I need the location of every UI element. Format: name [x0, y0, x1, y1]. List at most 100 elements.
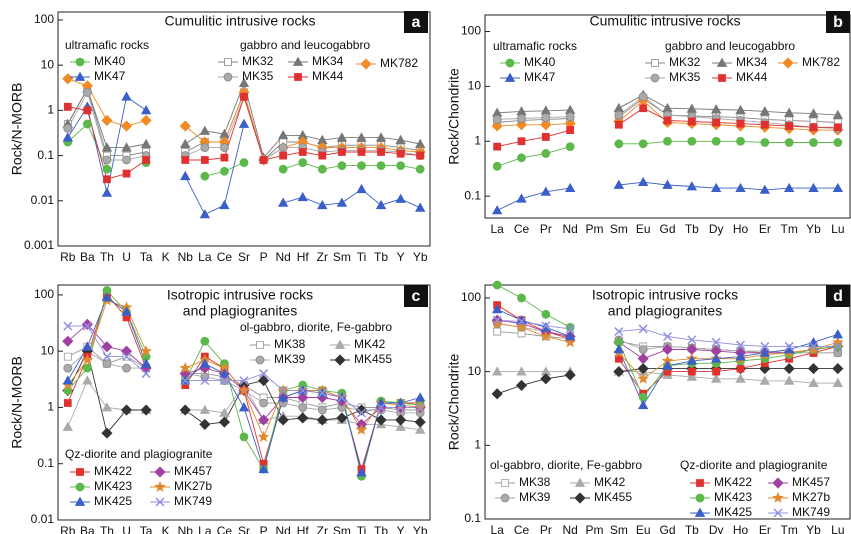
- data-point: [614, 120, 623, 129]
- data-point: [82, 363, 92, 373]
- data-point: [279, 151, 288, 160]
- data-point: [491, 205, 503, 215]
- data-point: [140, 114, 152, 126]
- data-point: [687, 117, 696, 126]
- data-point: [395, 193, 406, 203]
- data-point: [565, 142, 575, 151]
- legend-marker: [154, 466, 166, 478]
- legend-marker: [772, 491, 784, 503]
- data-point: [278, 143, 288, 153]
- x-tick-label: Th: [100, 250, 114, 264]
- legend-marker: [256, 341, 264, 349]
- legend-marker: [574, 492, 586, 504]
- x-tick-label: Er: [759, 222, 771, 236]
- data-point: [735, 351, 746, 361]
- data-point: [614, 110, 624, 120]
- legend-label: MK32: [242, 54, 274, 68]
- x-tick-label: Ti: [357, 250, 367, 264]
- y-tick-label: 0.1: [464, 511, 481, 525]
- data-point: [121, 352, 132, 362]
- data-point: [220, 143, 229, 153]
- legend-label: MK457: [792, 475, 830, 489]
- data-point: [492, 115, 502, 124]
- legend-label: MK782: [380, 56, 418, 70]
- legend-label: MK38: [519, 475, 551, 489]
- data-point: [736, 364, 745, 373]
- x-tick-label: Yb: [806, 523, 821, 534]
- data-point: [687, 136, 697, 146]
- x-tick-label: Tb: [685, 523, 699, 534]
- data-point: [614, 327, 624, 337]
- data-point: [517, 153, 526, 163]
- legend-label: MK40: [524, 55, 556, 69]
- data-point: [541, 309, 551, 319]
- data-point: [101, 341, 113, 353]
- data-point: [376, 402, 386, 412]
- legend-label: MK47: [94, 69, 126, 83]
- data-point: [317, 164, 327, 174]
- legend-marker: [504, 72, 516, 82]
- x-tick-label: Lu: [831, 222, 844, 236]
- legend-label: MK423: [94, 479, 132, 493]
- data-point: [735, 340, 746, 350]
- data-point: [82, 341, 93, 351]
- data-point: [375, 414, 387, 426]
- data-point: [833, 123, 842, 132]
- data-point: [277, 392, 289, 402]
- data-point: [219, 407, 230, 417]
- y-tick-label: 10: [41, 343, 55, 357]
- data-point: [637, 372, 649, 384]
- data-point: [809, 123, 818, 132]
- panel-label-box: [826, 11, 850, 33]
- y-tick-label: 0.1: [37, 148, 54, 162]
- x-tick-label: Sm: [333, 524, 351, 534]
- legend-label: MK455: [354, 352, 392, 366]
- data-point: [297, 191, 308, 202]
- legend-label: MK35: [669, 70, 701, 84]
- legend-marker: [155, 497, 165, 507]
- legend-marker: [292, 56, 304, 66]
- data-point: [63, 363, 73, 373]
- data-point: [337, 393, 347, 403]
- data-point: [277, 197, 289, 207]
- data-point: [277, 130, 289, 140]
- series-line: [496, 304, 838, 395]
- panel-label: a: [412, 14, 421, 31]
- x-tick-label: P: [260, 524, 268, 534]
- legend-marker: [696, 479, 704, 487]
- series-line: [497, 96, 838, 130]
- data-point: [140, 358, 152, 368]
- data-point: [759, 347, 771, 357]
- data-point: [710, 353, 722, 363]
- x-tick-label: Nb: [178, 524, 194, 534]
- legend-marker: [718, 74, 726, 82]
- data-point: [639, 104, 648, 113]
- data-point: [760, 341, 770, 351]
- x-tick-label: Nb: [178, 250, 194, 264]
- x-tick-label: Yb: [413, 250, 428, 264]
- data-point: [297, 391, 309, 404]
- series-line: [497, 140, 838, 167]
- data-point: [317, 405, 327, 415]
- data-point: [258, 463, 269, 474]
- x-tick-label: K: [162, 250, 170, 264]
- data-point: [297, 412, 309, 424]
- chart-title: and plagiogranites: [183, 303, 297, 319]
- series-line: [497, 98, 838, 123]
- legend-marker: [255, 355, 265, 365]
- data-point: [638, 139, 648, 149]
- data-point: [415, 202, 426, 212]
- x-tick-label: Ho: [733, 523, 749, 534]
- x-tick-label: U: [122, 250, 131, 264]
- data-point: [686, 355, 698, 365]
- data-point: [783, 363, 795, 375]
- series-line: [497, 181, 838, 211]
- data-point: [516, 193, 527, 203]
- panel-label: b: [833, 14, 843, 31]
- data-point: [491, 366, 503, 376]
- data-point: [492, 315, 502, 325]
- data-point: [613, 366, 625, 378]
- data-point: [62, 335, 74, 347]
- legend-marker: [694, 507, 706, 517]
- x-tick-label: Zr: [317, 524, 328, 534]
